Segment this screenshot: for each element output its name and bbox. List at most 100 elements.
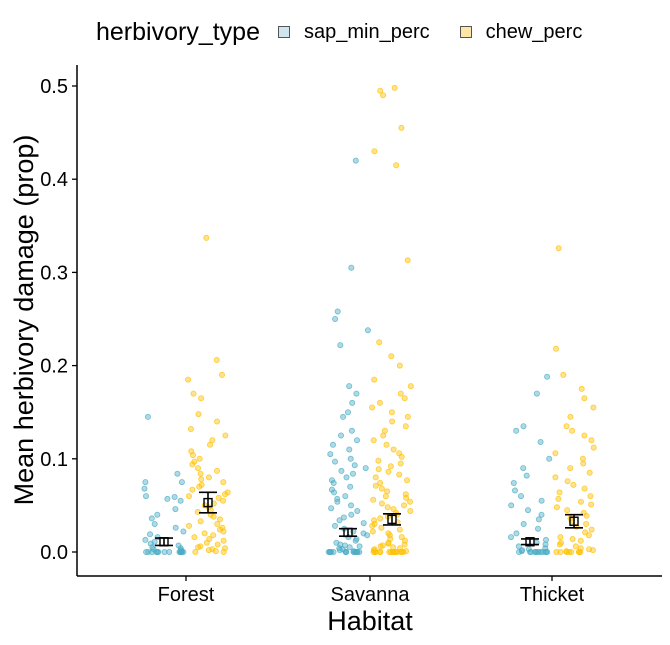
data-point-chew_perc-thicket — [581, 395, 588, 402]
mean-marker-chew_perc-forest — [203, 497, 213, 508]
data-point-sap_min_perc-savanna — [356, 543, 363, 550]
data-point-chew_perc-savanna — [371, 376, 378, 383]
data-point-sap_min_perc-thicket — [537, 438, 544, 445]
data-point-sap_min_perc-savanna — [338, 467, 345, 474]
data-point-chew_perc-savanna — [406, 498, 413, 505]
data-point-sap_min_perc-savanna — [334, 308, 341, 315]
data-point-sap_min_perc-forest — [154, 511, 161, 518]
data-point-sap_min_perc-thicket — [543, 536, 550, 543]
data-point-chew_perc-thicket — [580, 460, 587, 467]
errorbar-layer — [155, 491, 583, 547]
data-point-chew_perc-forest — [201, 530, 208, 537]
data-point-chew_perc-forest — [185, 493, 192, 500]
data-point-chew_perc-savanna — [372, 549, 379, 556]
legend-title: herbivory_type — [96, 17, 260, 46]
data-point-chew_perc-savanna — [380, 432, 387, 439]
data-point-chew_perc-savanna — [388, 353, 395, 360]
data-point-chew_perc-thicket — [588, 437, 595, 444]
data-point-sap_min_perc-savanna — [343, 474, 350, 481]
data-point-sap_min_perc-savanna — [332, 315, 339, 322]
data-point-chew_perc-forest — [203, 234, 210, 241]
data-point-sap_min_perc-savanna — [340, 413, 347, 420]
data-point-sap_min_perc-savanna — [346, 544, 353, 551]
data-point-chew_perc-thicket — [577, 537, 584, 544]
data-point-sap_min_perc-savanna — [329, 441, 336, 448]
data-point-chew_perc-savanna — [385, 540, 392, 547]
data-point-sap_min_perc-thicket — [527, 549, 534, 556]
data-point-chew_perc-savanna — [377, 549, 384, 556]
data-point-chew_perc-thicket — [578, 498, 585, 505]
data-point-chew_perc-thicket — [587, 493, 594, 500]
data-point-sap_min_perc-savanna — [348, 427, 355, 434]
mean-marker-sap_min_perc-savanna — [343, 527, 353, 538]
data-point-sap_min_perc-savanna — [353, 390, 360, 397]
data-point-chew_perc-thicket — [581, 432, 588, 439]
data-point-sap_min_perc-thicket — [507, 534, 514, 541]
data-point-chew_perc-savanna — [398, 124, 405, 131]
data-point-chew_perc-savanna — [403, 494, 410, 501]
data-point-sap_min_perc-forest — [145, 549, 152, 556]
y-tick-label: 0.5 — [40, 76, 68, 98]
legend-label-chew-perc: chew_perc — [485, 20, 583, 43]
data-point-chew_perc-thicket — [572, 543, 579, 550]
data-point-sap_min_perc-savanna — [349, 399, 356, 406]
data-point-sap_min_perc-savanna — [346, 446, 353, 453]
legend-label-sap-min-perc: sap_min_perc — [303, 20, 430, 43]
data-point-chew_perc-savanna — [382, 493, 389, 500]
data-point-sap_min_perc-forest — [180, 528, 187, 535]
data-point-sap_min_perc-savanna — [343, 549, 350, 556]
data-point-chew_perc-forest — [220, 549, 227, 556]
data-point-chew_perc-savanna — [398, 534, 405, 541]
data-point-sap_min_perc-thicket — [510, 479, 517, 486]
data-point-sap_min_perc-thicket — [546, 455, 553, 462]
data-point-sap_min_perc-thicket — [512, 487, 519, 494]
data-point-chew_perc-forest — [195, 411, 202, 418]
data-point-sap_min_perc-savanna — [344, 409, 351, 416]
data-point-sap_min_perc-thicket — [535, 516, 542, 523]
data-point-sap_min_perc-forest — [172, 506, 179, 513]
data-point-sap_min_perc-savanna — [337, 432, 344, 439]
data-point-chew_perc-thicket — [585, 532, 592, 539]
data-point-sap_min_perc-thicket — [538, 497, 545, 504]
data-point-chew_perc-savanna — [378, 500, 385, 507]
data-point-chew_perc-forest — [205, 547, 212, 554]
data-point-chew_perc-savanna — [390, 446, 397, 453]
data-point-sap_min_perc-thicket — [513, 530, 520, 537]
data-point-sap_min_perc-forest — [155, 549, 162, 556]
data-point-chew_perc-savanna — [375, 466, 382, 473]
data-point-chew_perc-forest — [194, 508, 201, 515]
data-point-sap_min_perc-forest — [146, 531, 153, 538]
data-point-chew_perc-savanna — [402, 423, 409, 430]
data-point-chew_perc-thicket — [555, 495, 562, 502]
data-point-chew_perc-savanna — [396, 526, 403, 533]
data-point-sap_min_perc-forest — [164, 495, 171, 502]
data-point-chew_perc-savanna — [389, 418, 396, 425]
y-axis-title: Mean herbivory damage (prop) — [9, 135, 39, 506]
legend-item-sap-min-perc: sap_min_perc — [277, 20, 430, 44]
data-point-chew_perc-savanna — [387, 463, 394, 470]
data-point-chew_perc-thicket — [567, 413, 574, 420]
data-point-chew_perc-thicket — [569, 427, 576, 434]
data-point-sap_min_perc-savanna — [356, 549, 363, 556]
data-point-chew_perc-savanna — [393, 549, 400, 556]
legend-item-chew-perc: chew_perc — [459, 20, 583, 44]
data-point-chew_perc-thicket — [556, 489, 563, 496]
data-point-chew_perc-savanna — [398, 453, 405, 460]
data-point-chew_perc-savanna — [370, 437, 377, 444]
data-point-sap_min_perc-forest — [171, 493, 178, 500]
data-point-chew_perc-forest — [190, 390, 197, 397]
data-point-chew_perc-thicket — [583, 521, 590, 528]
y-tick-label: 0.0 — [40, 542, 68, 564]
data-point-chew_perc-forest — [198, 476, 205, 483]
data-point-chew_perc-thicket — [586, 469, 593, 476]
data-point-chew_perc-forest — [192, 549, 199, 556]
data-point-chew_perc-forest — [215, 494, 222, 501]
data-point-chew_perc-forest — [189, 486, 196, 493]
data-point-sap_min_perc-thicket — [534, 549, 541, 556]
data-point-chew_perc-forest — [209, 437, 216, 444]
data-point-sap_min_perc-savanna — [348, 264, 355, 271]
data-point-chew_perc-savanna — [388, 409, 395, 416]
data-point-sap_min_perc-thicket — [508, 502, 515, 509]
data-point-chew_perc-forest — [195, 544, 202, 551]
data-point-sap_min_perc-thicket — [543, 549, 550, 556]
